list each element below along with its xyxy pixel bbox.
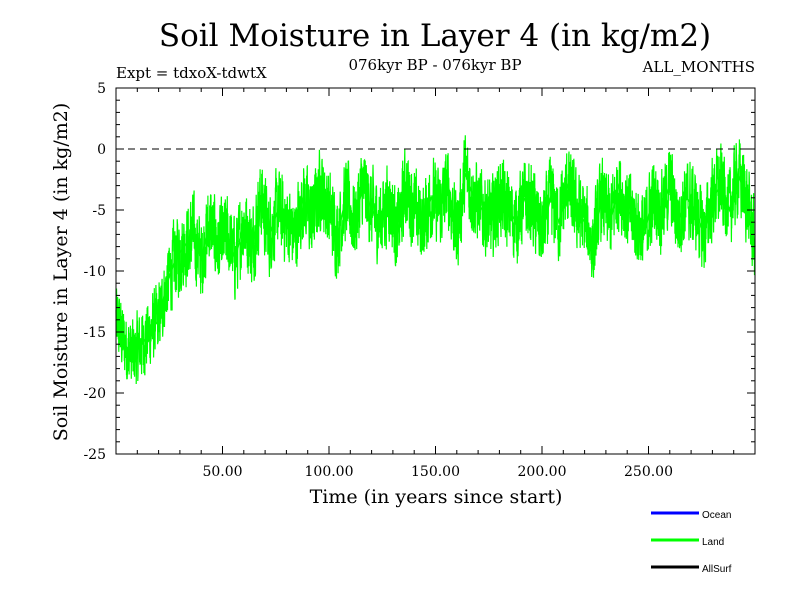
x-axis-label: Time (in years since start) [310,486,563,508]
y-tick-label: -5 [92,203,106,219]
plot-frame [115,87,756,455]
x-tick-label: 250.00 [624,464,673,480]
legend-item-allsurf: AllSurf [651,564,732,575]
legend-label: Land [702,537,724,548]
legend-label: Ocean [702,510,731,521]
x-tick-label: 150.00 [411,464,460,480]
plot-area: 50.00 100.00 150.00 200.00 250.00 5 0 -5 -10 -15 -… [83,81,756,480]
x-tick-label: 200.00 [518,464,567,480]
y-axis-label: Soil Moisture in Layer 4 (in kg/m2) [50,103,72,442]
y-tick-label: -20 [83,386,106,402]
legend-item-land: Land [651,537,724,548]
y-tick-label: 0 [97,142,106,158]
months-label: ALL_MONTHS [642,58,755,76]
time-range-label: 076kyr BP - 076kyr BP [348,56,521,74]
y-tick-label: -10 [83,264,106,280]
series-monthly-land [115,135,756,385]
chart-title: Soil Moisture in Layer 4 (in kg/m2) [159,18,711,54]
y-tick-label: -15 [83,325,106,341]
y-tick-label: -25 [83,447,106,463]
x-tick-label: 100.00 [305,464,354,480]
y-tick-label: 5 [97,81,106,97]
experiment-label: Expt = tdxoX-tdwtX [116,64,267,82]
series-group [115,135,756,385]
x-tick-label: 50.00 [202,464,242,480]
legend: Ocean Land AllSurf [651,510,732,575]
legend-item-ocean: Ocean [651,510,731,521]
legend-label: AllSurf [702,564,732,575]
